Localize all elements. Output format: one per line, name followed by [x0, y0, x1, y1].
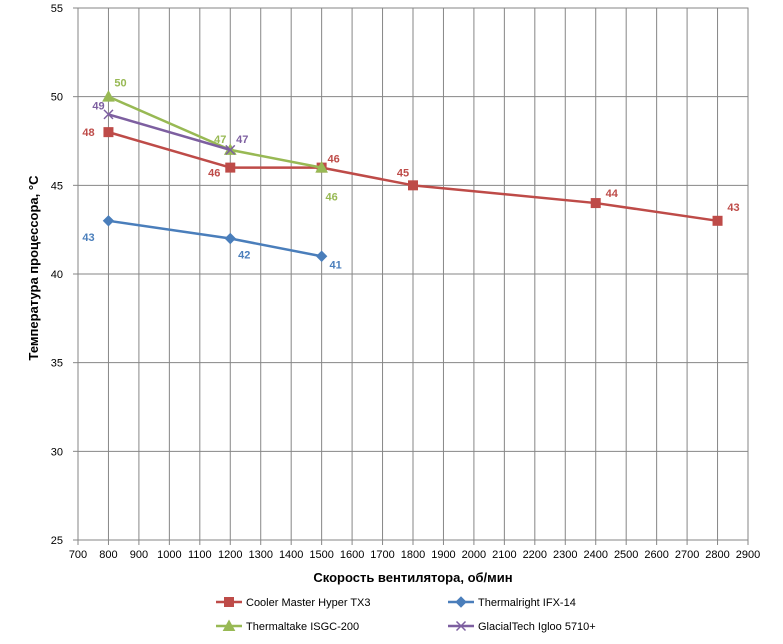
grid: [77, 7, 749, 541]
x-tick-label: 1200: [218, 549, 242, 561]
x-tick-label: 1600: [340, 549, 364, 561]
x-tick-label: 1800: [401, 549, 425, 561]
legend-item: GlacialTech Igloo 5710+: [448, 620, 596, 633]
data-label: 44: [606, 188, 619, 200]
y-tick-label: 25: [51, 535, 63, 547]
x-axis-title: Скорость вентилятора, об/мин: [313, 570, 512, 585]
legend-label: Cooler Master Hyper TX3: [246, 597, 371, 609]
y-tick-label: 40: [51, 269, 63, 281]
legend-marker: [224, 597, 234, 607]
data-point: [408, 180, 418, 191]
legend-item: Cooler Master Hyper TX3: [216, 597, 371, 609]
x-tick-label: 1300: [248, 549, 272, 561]
legend-marker: [455, 596, 467, 608]
data-label: 49: [92, 100, 104, 112]
x-tick-label: 1400: [279, 549, 303, 561]
x-tick-label: 2600: [644, 549, 668, 561]
x-tick-label: 900: [130, 549, 148, 561]
legend-marker: [222, 619, 236, 631]
data-point: [102, 215, 115, 227]
x-tick-label: 2200: [523, 549, 547, 561]
series-line: [108, 219, 322, 258]
x-tick-label: 2100: [492, 549, 516, 561]
y-tick-label: 35: [51, 358, 63, 370]
x-tick-label: 1500: [309, 549, 333, 561]
data-label: 46: [326, 192, 338, 204]
data-point: [315, 250, 328, 262]
y-tick-label: 45: [51, 180, 63, 192]
x-tick-label: 800: [99, 549, 117, 561]
series-line: [107, 95, 322, 169]
x-tick-label: 1100: [188, 549, 212, 561]
y-tick-label: 30: [51, 446, 63, 458]
x-tick-label: 2400: [583, 549, 607, 561]
data-point: [315, 161, 328, 173]
x-tick-label: 1000: [157, 549, 181, 561]
data-label: 41: [330, 259, 342, 271]
data-point: [103, 127, 114, 138]
x-tick-label: 1900: [431, 549, 455, 561]
legend-item: Thermalright IFX-14: [448, 596, 576, 609]
legend-label: GlacialTech Igloo 5710+: [478, 621, 596, 633]
y-tick-label: 55: [51, 3, 63, 15]
x-tick-label: 2500: [614, 549, 638, 561]
x-tick-label: 2900: [736, 549, 760, 561]
data-point: [102, 90, 115, 102]
data-label: 45: [397, 167, 409, 179]
data-label: 46: [208, 168, 220, 180]
data-point: [103, 109, 114, 120]
data-label: 42: [238, 250, 250, 262]
data-point: [712, 215, 723, 226]
data-label: 43: [82, 232, 94, 244]
data-point: [225, 162, 236, 173]
series: [102, 90, 723, 262]
data-label: 43: [727, 202, 739, 214]
data-label: 47: [214, 134, 226, 146]
legend: Cooler Master Hyper TX3 Thermalright IFX-…: [216, 596, 596, 633]
data-label: 50: [114, 78, 126, 90]
data-label: 46: [328, 154, 340, 166]
data-labels: 48 46 46 45 44 43 43 42 41 50 47 46 49 47: [82, 78, 739, 272]
x-tick-label: 700: [69, 549, 87, 561]
x-tick-label: 2000: [462, 549, 486, 561]
y-axis-title: Температура процессора, °C: [26, 175, 41, 361]
data-point: [224, 232, 236, 245]
legend-label: Thermalright IFX-14: [478, 597, 576, 609]
x-tick-label: 2300: [553, 549, 577, 561]
series-cooler-master-hyper-tx3: [103, 127, 723, 226]
data-point: [590, 198, 601, 209]
series-line: [108, 113, 231, 152]
series-thermalright-ifx-14: [102, 215, 328, 262]
x-axis-ticks: 700 800 900 1000 1100 1200 1300 1400 1500 1600 170…: [69, 540, 760, 561]
series-line: [108, 130, 718, 223]
data-label: 47: [236, 134, 248, 146]
x-tick-label: 2800: [705, 549, 729, 561]
x-tick-label: 2700: [675, 549, 699, 561]
series-thermaltake-isgc-200: [102, 90, 328, 173]
data-label: 48: [82, 127, 94, 139]
legend-label: Thermaltake ISGC-200: [246, 621, 359, 633]
series-glacialtech-igloo-5710: [103, 109, 236, 155]
data-point: [225, 144, 236, 155]
x-tick-label: 1700: [370, 549, 394, 561]
y-tick-label: 50: [51, 92, 63, 104]
legend-item: Thermaltake ISGC-200: [216, 619, 359, 633]
legend-marker: [455, 620, 467, 632]
y-axis-ticks: 25 30 35 40 45 50 55: [51, 3, 78, 547]
